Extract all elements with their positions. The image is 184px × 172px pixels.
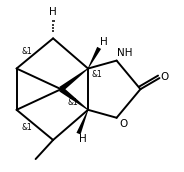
Text: &1: &1 bbox=[91, 70, 102, 79]
Text: H: H bbox=[79, 135, 87, 144]
Text: &1: &1 bbox=[67, 98, 78, 107]
Text: NH: NH bbox=[117, 48, 133, 58]
Text: O: O bbox=[119, 119, 127, 128]
Polygon shape bbox=[59, 87, 88, 110]
Polygon shape bbox=[76, 110, 88, 135]
Polygon shape bbox=[59, 68, 88, 92]
Text: H: H bbox=[100, 37, 108, 47]
Text: H: H bbox=[49, 7, 57, 17]
Text: &1: &1 bbox=[21, 123, 32, 132]
Text: &1: &1 bbox=[21, 47, 32, 56]
Polygon shape bbox=[88, 47, 101, 69]
Text: O: O bbox=[161, 72, 169, 82]
